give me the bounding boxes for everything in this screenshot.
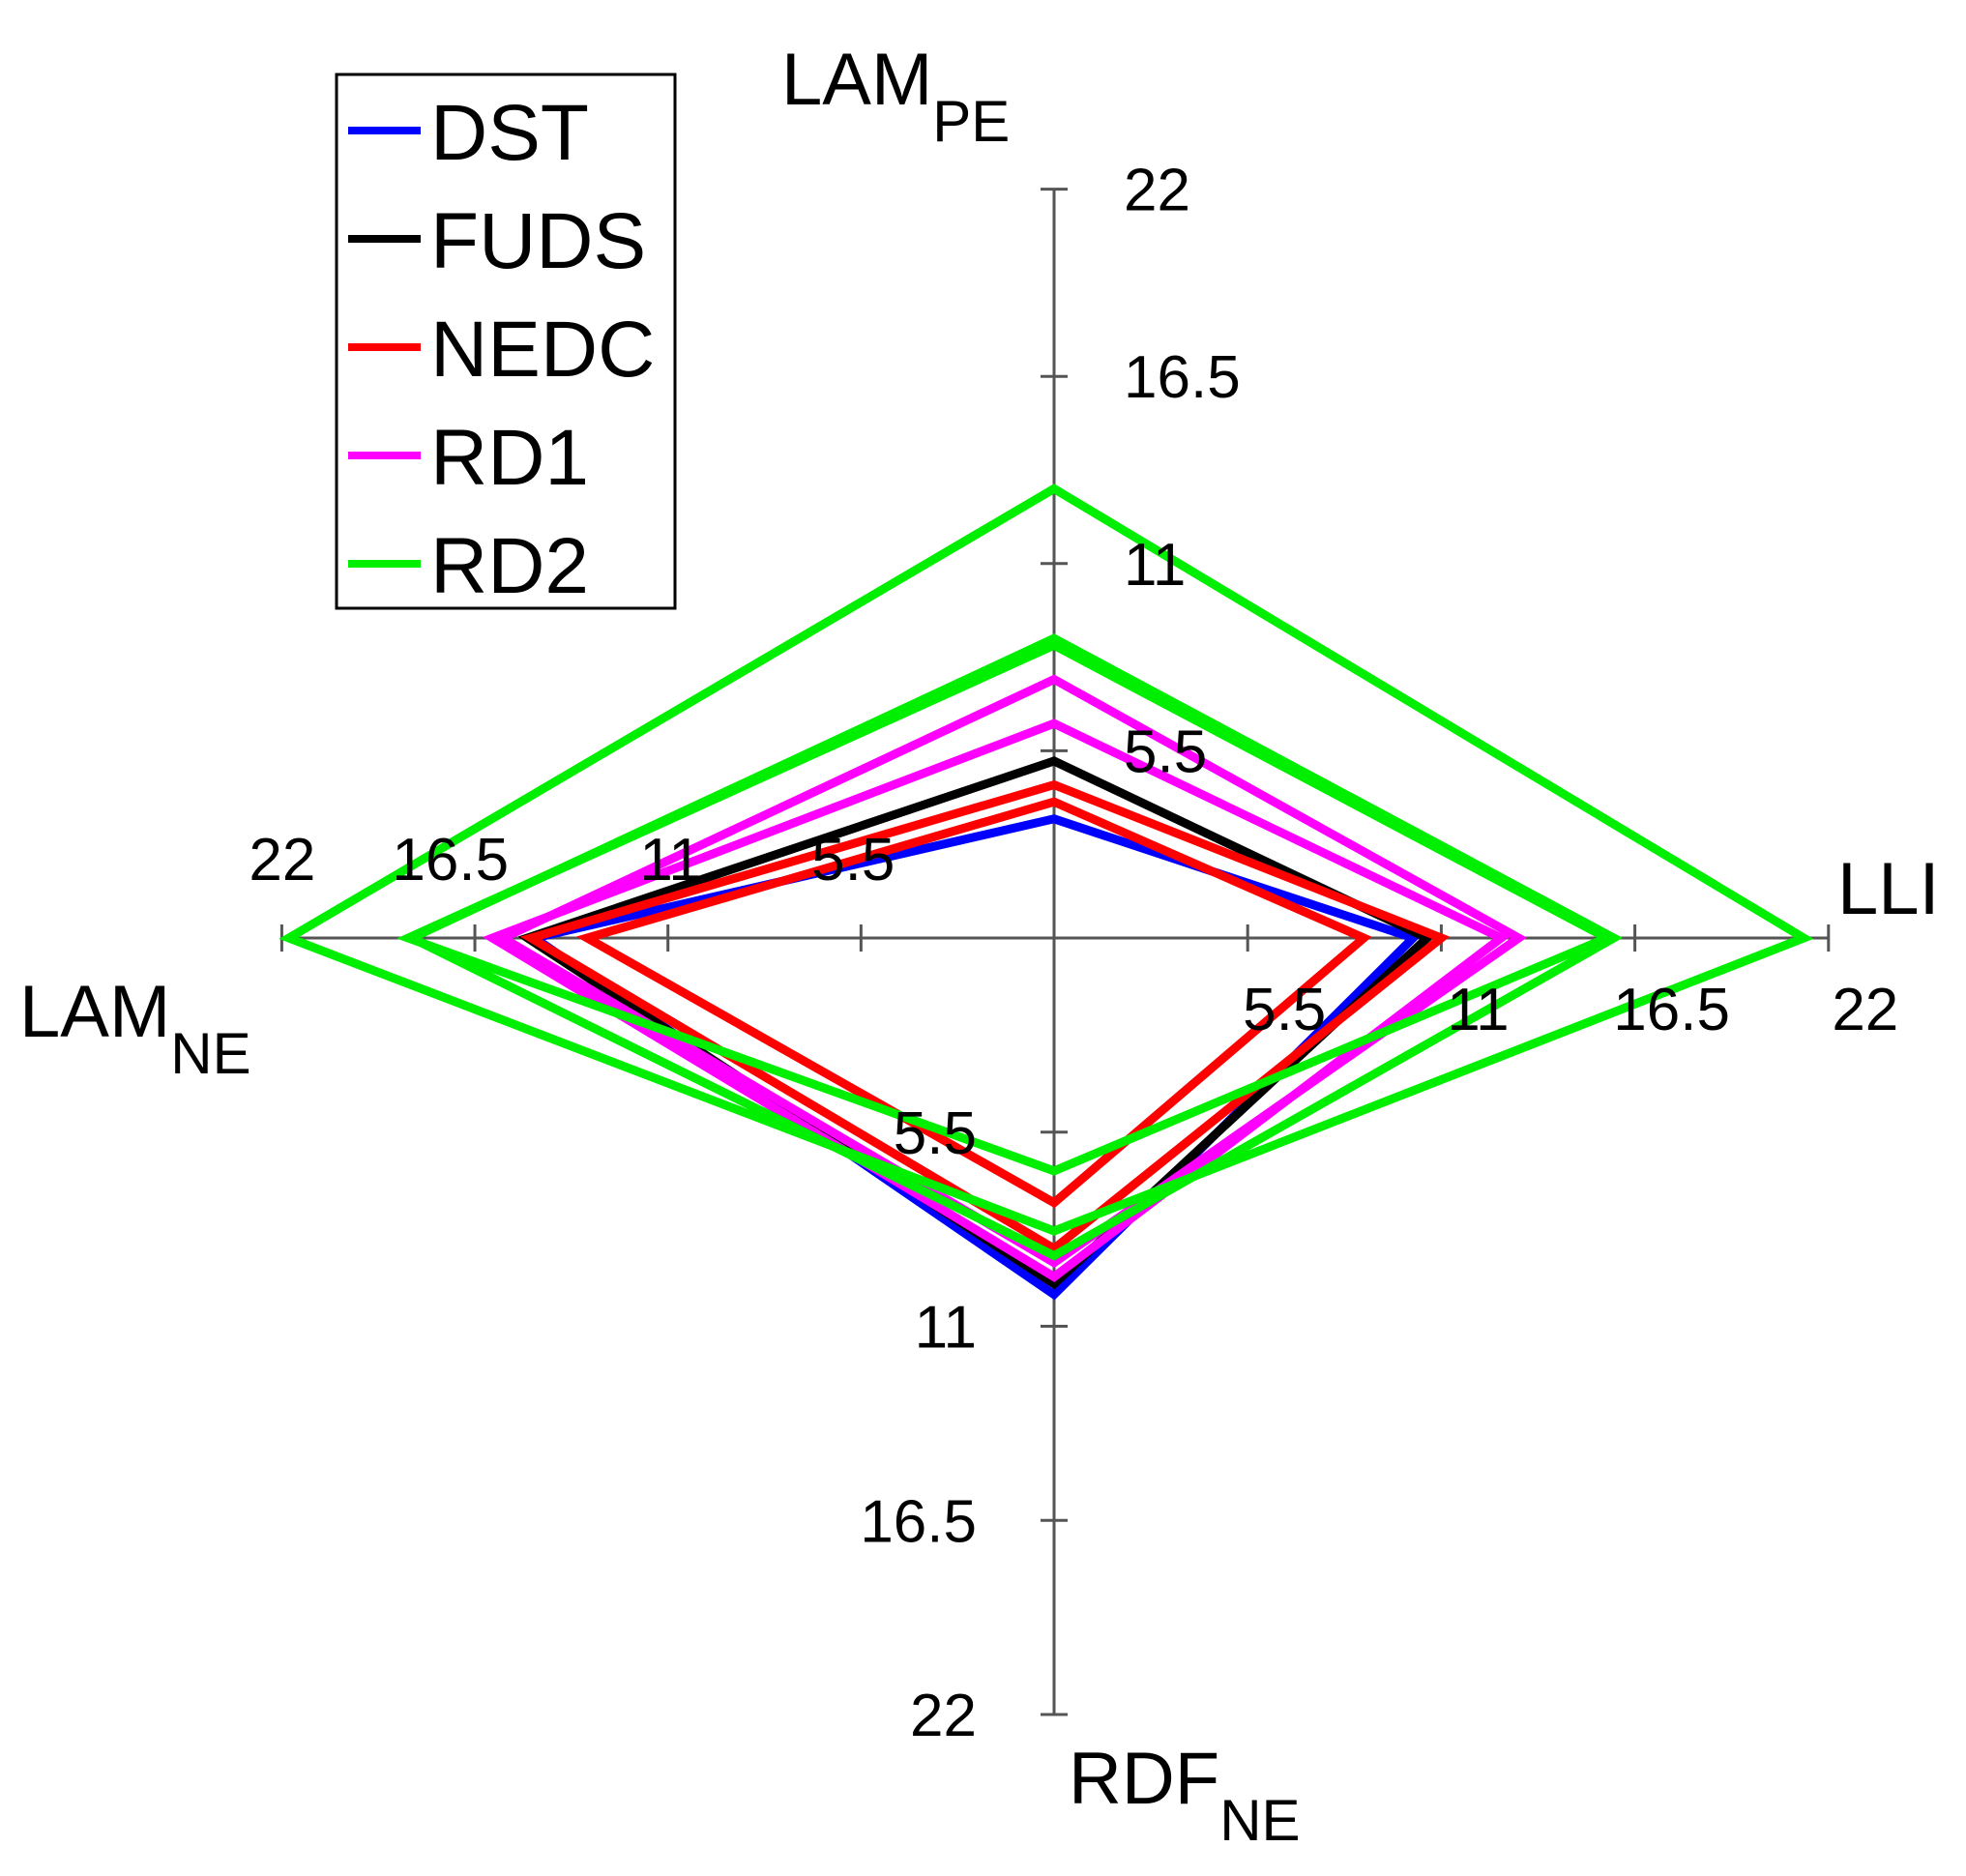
series-layer	[279, 484, 1814, 1301]
tick-label-lam_pe-2: 16.5	[1124, 344, 1241, 411]
axis-label-lli-main: LLI	[1837, 848, 1940, 930]
series-dst-polygon-0	[523, 814, 1422, 1301]
tick-label-rdf_ne-3: 22	[910, 1683, 977, 1749]
axis-label-rdf_ne: RDFNE	[1069, 1738, 1301, 1853]
series-rd2-polygon-0	[279, 484, 1814, 1236]
legend-label-nedc: NEDC	[430, 306, 655, 394]
axis-label-lam_ne-subscript: NE	[170, 1021, 250, 1086]
tick-label-lam_ne-1: 11	[639, 827, 701, 894]
legend-box	[335, 73, 677, 610]
tick-label-lli-0: 5.5	[1243, 977, 1326, 1043]
tick-label-rdf_ne-0: 5.5	[894, 1100, 977, 1167]
axis-label-lam_pe-subscript: PE	[932, 89, 1010, 154]
tick-label-lam_ne-0: 5.5	[811, 827, 895, 894]
axis-label-lam_pe: LAMPE	[781, 39, 1010, 154]
axis-label-lam_ne-main: LAM	[19, 971, 170, 1053]
axis-label-rdf_ne-main: RDF	[1069, 1738, 1219, 1820]
tick-label-rdf_ne-1: 11	[915, 1295, 977, 1362]
series-rd1-polygon-1	[493, 674, 1527, 1269]
series-rd2-polygon-1	[396, 640, 1617, 1176]
series-rd1-polygon-0	[482, 718, 1510, 1282]
tick-label-lam_ne-2: 16.5	[392, 827, 509, 894]
legend-label-rd1: RD1	[430, 414, 589, 502]
tick-label-lam_ne-3: 22	[249, 827, 315, 894]
axis-label-lam_ne: LAMNE	[19, 971, 251, 1086]
tick-label-lli-3: 22	[1832, 977, 1898, 1043]
tick-label-lam_pe-1: 11	[1124, 532, 1186, 599]
axis-label-rdf_ne-subscript: NE	[1219, 1788, 1300, 1853]
axis-label-lam_pe-main: LAM	[781, 39, 932, 121]
legend-label-fuds: FUDS	[430, 197, 646, 285]
series-rd2-polygon-2	[401, 633, 1624, 1261]
legend: DST FUDS NEDC RD1 RD2	[335, 73, 677, 610]
legend-label-dst: DST	[430, 89, 589, 177]
series-nedc-polygon-0	[575, 797, 1372, 1209]
legend-label-rd2: RD2	[430, 522, 589, 610]
tick-label-rdf_ne-2: 16.5	[860, 1488, 977, 1555]
tick-label-lam_pe-0: 5.5	[1124, 718, 1207, 785]
series-nedc-polygon-1	[519, 779, 1451, 1254]
axis-label-lli: LLI	[1837, 848, 1940, 930]
tick-labels: 5.5 11 16.5 22 5.5 11 16.5 22 5.5 11 16.5 22 5.5 11 16…	[249, 158, 1898, 1749]
tick-label-lli-1: 11	[1447, 977, 1509, 1043]
tick-label-lli-2: 16.5	[1613, 977, 1730, 1043]
tick-label-lam_pe-3: 22	[1124, 158, 1190, 224]
